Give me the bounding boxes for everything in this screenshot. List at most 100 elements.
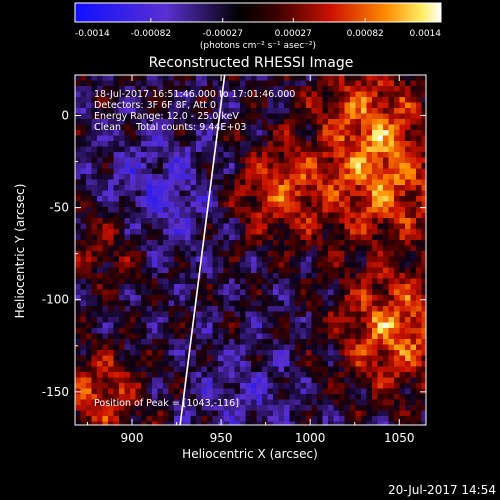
heatmap-cell	[141, 108, 147, 114]
heatmap-cell	[207, 377, 213, 384]
heatmap-cell	[311, 256, 318, 263]
heatmap-cell	[141, 405, 147, 411]
heatmap-cell	[405, 108, 411, 114]
heatmap-cell	[218, 124, 224, 131]
heatmap-cell	[306, 135, 312, 142]
heatmap-cell	[295, 251, 301, 257]
heatmap-cell	[163, 245, 169, 252]
heatmap-cell	[80, 196, 87, 202]
heatmap-cell	[289, 273, 296, 279]
heatmap-cell	[97, 102, 103, 109]
colorbar-ticks: -0.0014 -0.00082 -0.00027 0.00027 0.00082 0.0…	[74, 18, 442, 39]
heatmap-cell	[322, 383, 329, 389]
heatmap-cell	[311, 372, 318, 378]
heatmap-cell	[394, 124, 400, 131]
heatmap-cell	[218, 328, 224, 334]
heatmap-cell	[185, 273, 191, 279]
heatmap-cell	[124, 344, 131, 351]
heatmap-cell	[146, 223, 153, 230]
heatmap-cell	[113, 124, 120, 131]
heatmap-cell	[75, 146, 81, 153]
heatmap-cell	[405, 163, 411, 169]
heatmap-cell	[372, 289, 378, 296]
heatmap-cell	[333, 399, 340, 406]
heatmap-cell	[289, 278, 296, 285]
heatmap-cell	[267, 284, 274, 290]
heatmap-cell	[333, 317, 340, 323]
heatmap-cell	[135, 405, 142, 411]
heatmap-cell	[218, 190, 224, 197]
heatmap-cell	[135, 333, 142, 340]
heatmap-cell	[207, 108, 213, 114]
heatmap-cell	[113, 223, 120, 230]
heatmap-cell	[207, 80, 213, 87]
heatmap-cell	[300, 179, 307, 186]
heatmap-cell	[190, 91, 197, 98]
heatmap-cell	[207, 394, 213, 400]
heatmap-cell	[388, 262, 395, 268]
heatmap-cell	[399, 399, 406, 406]
heatmap-cell	[179, 185, 186, 191]
heatmap-cell	[289, 97, 296, 103]
heatmap-cell	[130, 102, 136, 109]
heatmap-cell	[190, 234, 197, 241]
heatmap-cell	[212, 75, 219, 81]
heatmap-cell	[212, 262, 219, 268]
heatmap-cell	[97, 388, 103, 395]
heatmap-cell	[399, 366, 406, 373]
heatmap-cell	[311, 141, 318, 147]
heatmap-cell	[410, 119, 417, 125]
heatmap-cell	[124, 212, 131, 219]
heatmap-cell	[405, 185, 411, 191]
heatmap-cell	[317, 97, 323, 103]
heatmap-cell	[284, 322, 290, 329]
heatmap-cell	[278, 256, 285, 263]
heatmap-cell	[146, 405, 153, 411]
heatmap-cell	[251, 295, 257, 301]
heatmap-cell	[80, 372, 87, 378]
heatmap-cell	[361, 91, 367, 98]
heatmap-cell	[229, 361, 235, 367]
heatmap-cell	[179, 267, 186, 274]
heatmap-cell	[388, 295, 395, 301]
heatmap-cell	[273, 399, 279, 406]
heatmap-cell	[289, 262, 296, 268]
heatmap-cell	[284, 141, 290, 147]
heatmap-cell	[119, 190, 125, 197]
heatmap-cell	[317, 405, 323, 411]
heatmap-cell	[350, 113, 356, 120]
heatmap-cell	[262, 119, 268, 125]
heatmap-cell	[223, 196, 230, 202]
heatmap-cell	[91, 339, 98, 345]
heatmap-cell	[130, 207, 136, 213]
heatmap-cell	[113, 410, 120, 417]
heatmap-cell	[278, 416, 285, 422]
heatmap-cell	[196, 218, 202, 224]
heatmap-cell	[196, 229, 202, 235]
heatmap-cell	[141, 80, 147, 87]
heatmap-cell	[141, 97, 147, 103]
heatmap-cell	[284, 80, 290, 87]
heatmap-cell	[251, 262, 257, 268]
heatmap-cell	[295, 185, 301, 191]
heatmap-cell	[130, 212, 136, 219]
heatmap-cell	[113, 278, 120, 285]
heatmap-cell	[196, 141, 202, 147]
heatmap-cell	[201, 273, 208, 279]
heatmap-cell	[300, 388, 307, 395]
heatmap-cell	[267, 311, 274, 318]
heatmap-cell	[152, 328, 158, 334]
heatmap-cell	[306, 267, 312, 274]
heatmap-cell	[201, 262, 208, 268]
heatmap-cell	[201, 91, 208, 98]
heatmap-cell	[311, 234, 318, 241]
heatmap-cell	[366, 289, 373, 296]
heatmap-cell	[405, 421, 411, 425]
heatmap-cell	[163, 102, 169, 109]
heatmap-cell	[355, 300, 362, 307]
heatmap-cell	[152, 405, 158, 411]
heatmap-cell	[108, 383, 114, 389]
heatmap-cell	[102, 201, 109, 208]
heatmap-cell	[75, 135, 81, 142]
heatmap-cell	[383, 86, 389, 92]
